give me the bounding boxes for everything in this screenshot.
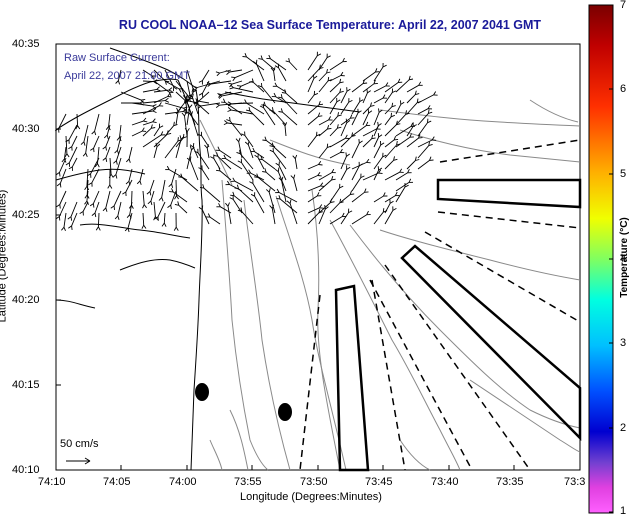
- x-tick-label: 74:00: [169, 476, 197, 488]
- lane-box-diagonal: [400, 244, 582, 442]
- y-tick-label: 40:25: [12, 209, 40, 221]
- current-label: Raw Surface Current:: [64, 52, 170, 64]
- x-axis-title: Longitude (Degrees:Minutes): [240, 491, 382, 503]
- y-tick-label: 40:35: [12, 38, 40, 50]
- scale-label: 50 cm/s: [60, 438, 99, 450]
- x-tick-label: 73:55: [234, 476, 262, 488]
- shipping-lanes: [299, 139, 582, 472]
- current-timestamp: April 22, 2007 21:00 GMT: [64, 70, 190, 82]
- bathymetry-contours: [199, 99, 581, 471]
- colorbar-ticks: [609, 4, 613, 513]
- x-tick-label: 73:45: [365, 476, 393, 488]
- y-axis-title: Latitude (Degrees:Minutes): [0, 189, 9, 323]
- colorbar-tick-label: 5: [620, 168, 627, 180]
- y-tick-label: 40:10: [12, 464, 40, 476]
- colorbar-title: Temperature (°C): [618, 217, 630, 298]
- x-tick-label: 73:40: [431, 476, 459, 488]
- colorbar-tick-label: 4: [620, 253, 627, 265]
- colorbar-tick-label: 3: [620, 337, 627, 349]
- coastline: [55, 47, 361, 471]
- map-title: RU COOL NOAA–12 Sea Surface Temperature:…: [118, 18, 542, 32]
- buoy-marker: [278, 403, 292, 421]
- scale-arrow: [66, 457, 91, 465]
- y-tick-label: 40:15: [12, 379, 40, 391]
- lane-box-upper: [436, 178, 582, 209]
- x-tick-label: 73:3: [564, 476, 586, 488]
- x-tick-label: 73:35: [496, 476, 524, 488]
- colorbar-tick-label: 1: [620, 505, 627, 517]
- colorbar-tick-label: 7: [620, 0, 627, 11]
- buoy-marker: [195, 383, 209, 401]
- current-vectors: [54, 51, 438, 233]
- lane-box-vertical: [334, 284, 370, 472]
- tick-marks: [55, 43, 515, 470]
- x-tick-label: 73:50: [300, 476, 328, 488]
- colorbar-tick-label: 6: [620, 83, 627, 95]
- x-tick-label: 74:05: [103, 476, 131, 488]
- colorbar-tick-label: 2: [620, 422, 627, 434]
- x-tick-label: 74:10: [38, 476, 66, 488]
- y-tick-label: 40:20: [12, 294, 40, 306]
- y-tick-label: 40:30: [12, 123, 40, 135]
